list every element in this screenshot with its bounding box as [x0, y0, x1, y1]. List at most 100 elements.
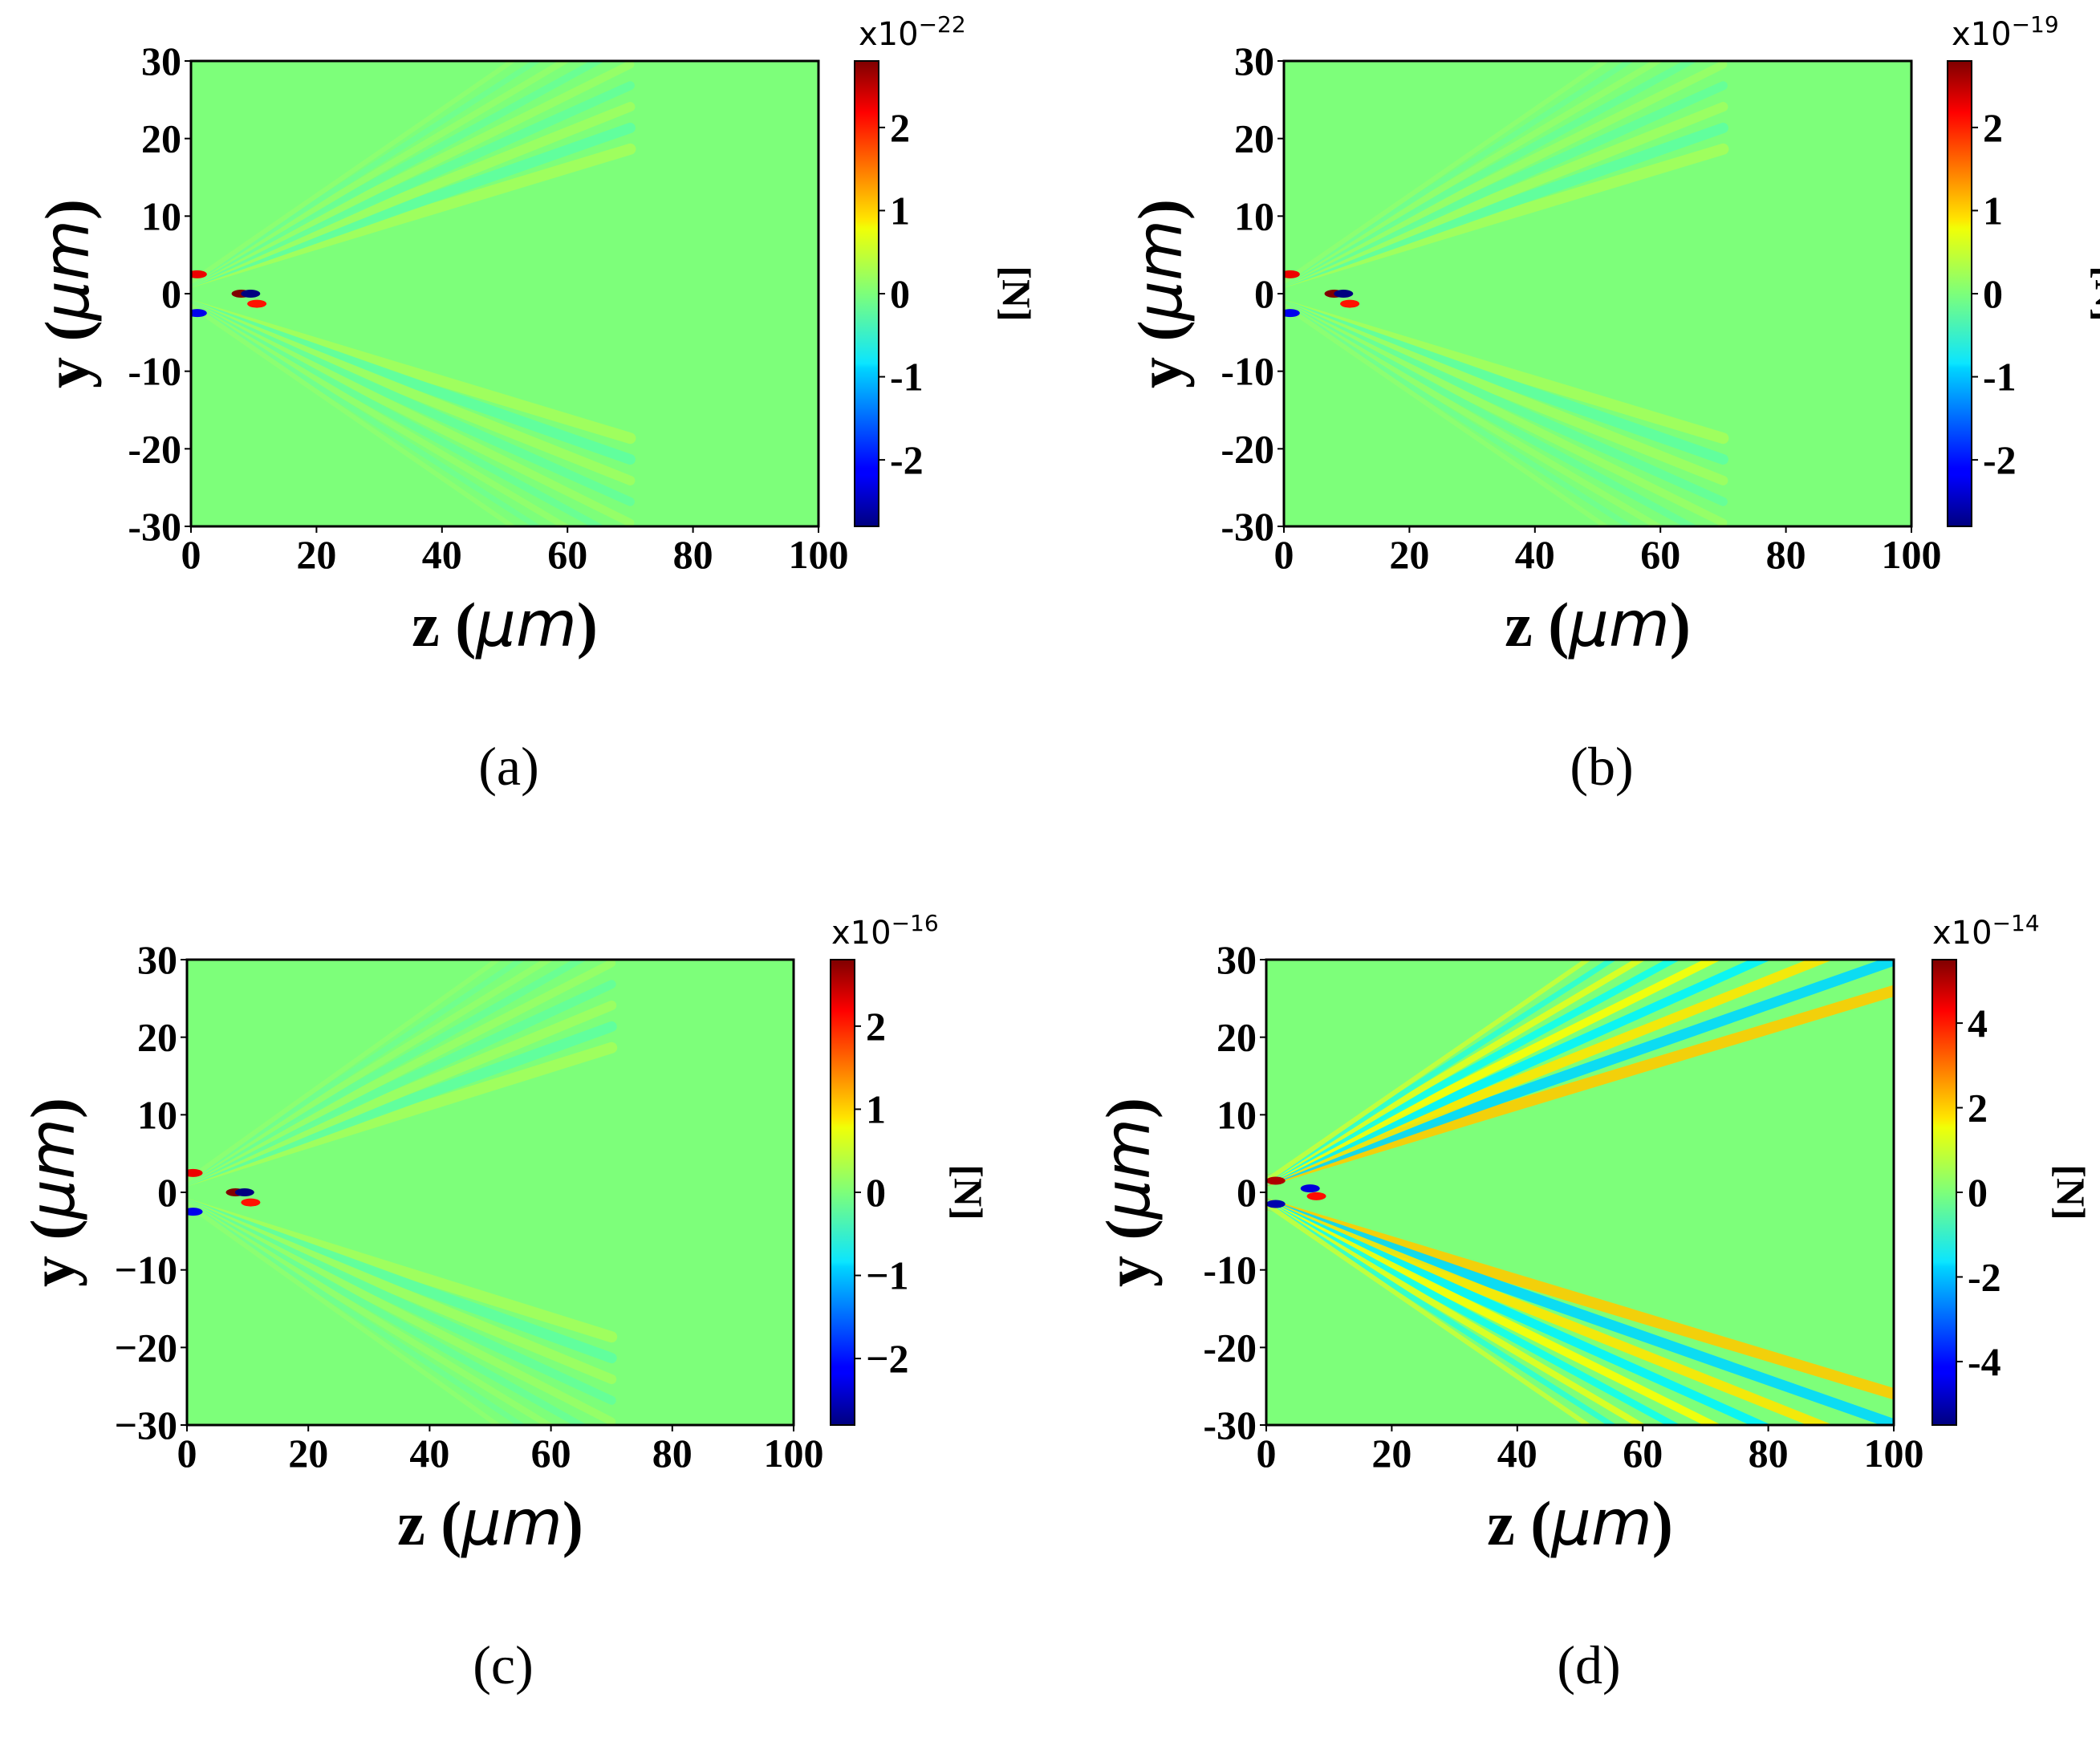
- beam-streak: [1284, 302, 1610, 526]
- field-spot: [247, 299, 267, 308]
- colorbar-tick-label: 2: [1983, 105, 2003, 150]
- x-axis-label: z (μm): [412, 589, 598, 661]
- beam-streak: [1266, 960, 1834, 1186]
- y-tick-label: 10: [137, 1092, 177, 1137]
- y-tick-label: -20: [1203, 1325, 1257, 1370]
- x-tick-label: 40: [1515, 532, 1555, 577]
- x-tick-label: 60: [547, 532, 587, 577]
- beam-streak: [1266, 1199, 1834, 1425]
- colorbar-ticks: 2 1 0 −1 −2: [855, 1004, 909, 1381]
- y-tick-label: 0: [157, 1170, 177, 1215]
- y-tick-label: 20: [137, 1015, 177, 1060]
- field-spot: [1284, 309, 1300, 318]
- y-tick-label: -10: [1203, 1248, 1257, 1293]
- panel-caption: (b): [1570, 736, 1633, 797]
- colorbar-tick-label: 0: [890, 271, 910, 316]
- colorbar-tick-label: -1: [1983, 355, 2017, 400]
- beam-streak: [1266, 960, 1772, 1185]
- colorbar-tick-label: 1: [866, 1086, 886, 1131]
- y-axis-label: y (μm): [17, 1098, 89, 1287]
- y-tick-label: -20: [1221, 426, 1274, 471]
- beam-streak: [1284, 61, 1664, 286]
- colorbar-unit: [N]: [994, 266, 1039, 321]
- beam-streak: [191, 302, 517, 526]
- x-tick-label: 0: [1274, 532, 1294, 577]
- beam-streak: [1266, 960, 1722, 1185]
- y-tick-label: -30: [128, 504, 181, 549]
- x-tick-label: 0: [181, 532, 201, 577]
- field-spot: [191, 309, 207, 318]
- beam-streak: [1266, 960, 1618, 1184]
- beam-streak: [1284, 61, 1610, 285]
- colorbar-ticks: 2 1 0 -1 -2: [879, 105, 924, 482]
- y-tick-label: 10: [141, 193, 181, 238]
- y-tick-label: 20: [1217, 1015, 1257, 1060]
- colorbar-multiplier: x10−19: [1952, 11, 2059, 53]
- beam-streak: [1266, 1200, 1772, 1425]
- beam-streak: [1266, 960, 1647, 1184]
- x-tick-label: 100: [764, 1431, 824, 1476]
- colorbar-tick-label: 2: [890, 105, 910, 150]
- beam-streak: [1266, 1200, 1647, 1425]
- y-tick-label: 30: [1217, 937, 1257, 982]
- field-spot: [1340, 299, 1360, 308]
- y-ticks: 30 20 10 0 -10 -20 -30: [1203, 937, 1266, 1447]
- colorbar-tick-label: 4: [1968, 1001, 1988, 1045]
- beam-streak: [187, 960, 554, 1184]
- beam-streak: [187, 960, 502, 1184]
- beam-streak: [1266, 1200, 1722, 1425]
- y-tick-label: −30: [115, 1403, 178, 1447]
- x-tick-label: 20: [1389, 532, 1429, 577]
- y-tick-label: 10: [1234, 193, 1274, 238]
- x-axis-label: z (μm): [1505, 589, 1691, 661]
- x-ticks: 0 20 40 60 80 100: [181, 526, 849, 577]
- field-spot: [1334, 290, 1354, 298]
- x-tick-label: 80: [1766, 532, 1806, 577]
- beam-streak: [1266, 960, 1681, 1184]
- x-tick-label: 40: [409, 1431, 449, 1476]
- y-ticks: 30 20 10 0 −10 −20 −30: [115, 937, 187, 1447]
- colorbar-ticks: 4 2 0 -2 -4: [1956, 1001, 2001, 1384]
- field-spot: [1266, 1200, 1286, 1208]
- colorbar-multiplier: x10−14: [1932, 910, 2040, 952]
- x-ticks: 0 20 40 60 80 100: [177, 1425, 824, 1476]
- colorbar-tick-label: 0: [866, 1170, 886, 1215]
- y-axis-label: y (μm): [1092, 1098, 1164, 1287]
- field-spot: [234, 1188, 254, 1196]
- x-tick-label: 0: [177, 1431, 197, 1476]
- x-tick-label: 60: [1640, 532, 1680, 577]
- beam-streak: [1266, 960, 1592, 1184]
- beam-streak: [191, 61, 517, 285]
- beam-streak: [191, 302, 571, 526]
- x-tick-label: 20: [296, 532, 336, 577]
- colorbar-tick-label: -1: [890, 355, 924, 400]
- y-tick-label: -20: [128, 426, 181, 471]
- panel-c: 0 20 40 60 80 100 30 20 10 0 −10 −20 −30 z (μm) y (…: [0, 899, 1050, 1750]
- x-tick-label: 0: [1257, 1431, 1277, 1476]
- beam-streak: [187, 1201, 502, 1425]
- y-tick-label: 20: [141, 116, 181, 161]
- y-tick-label: 30: [1234, 39, 1274, 83]
- colorbar-tick-label: 2: [866, 1004, 886, 1049]
- colorbar-tick-label: 0: [1968, 1170, 1988, 1215]
- colorbar: [830, 959, 855, 1426]
- colorbar-tick-label: 1: [890, 188, 910, 233]
- panel-b: 0 20 40 60 80 100 30 20 10 0 -10 -20 -30 z (μm) y (…: [1093, 0, 2100, 851]
- y-axis-label: y (μm): [31, 199, 104, 388]
- colorbar-tick-label: 0: [1983, 271, 2003, 316]
- x-tick-label: 80: [1749, 1431, 1789, 1476]
- x-axis-label: z (μm): [1487, 1488, 1673, 1560]
- colorbar-multiplier: x10−22: [859, 11, 966, 53]
- beam-streak: [1284, 302, 1664, 526]
- x-tick-label: 40: [422, 532, 462, 577]
- field-spot: [1284, 270, 1300, 278]
- colorbar: [854, 60, 879, 527]
- field-spot: [241, 290, 261, 298]
- beam-streak: [187, 1201, 526, 1425]
- colorbar-tick-label: 2: [1968, 1086, 1988, 1131]
- x-axis-label: z (μm): [397, 1488, 583, 1560]
- field-spot: [187, 1208, 203, 1216]
- panel-caption: (d): [1557, 1634, 1620, 1695]
